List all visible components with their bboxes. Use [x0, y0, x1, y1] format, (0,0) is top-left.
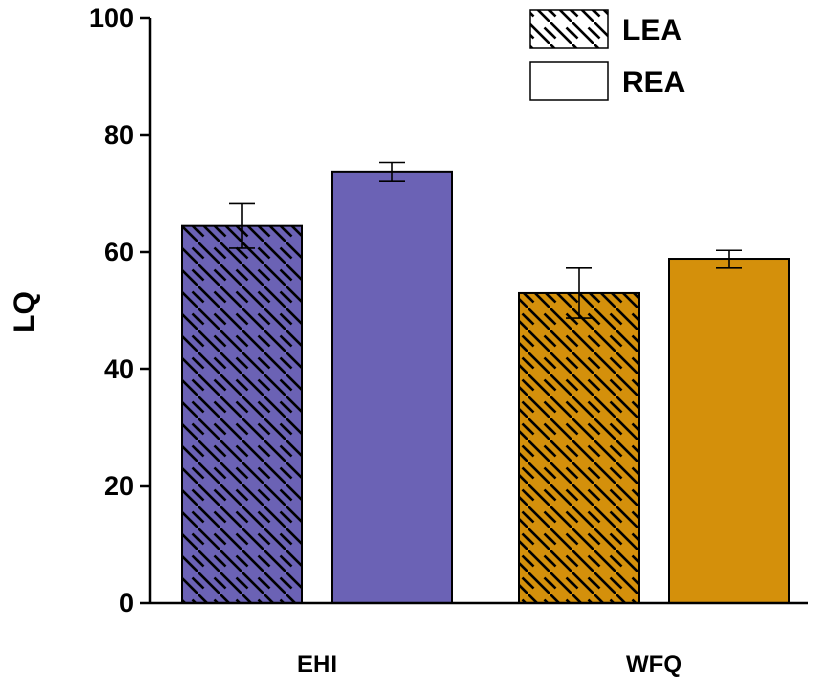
category-label-wfq: WFQ — [626, 651, 682, 678]
bars-layer — [181, 161, 790, 605]
y-axis-title: LQ — [8, 291, 41, 333]
y-tick-label: 80 — [104, 120, 134, 150]
legend-swatch-lea — [529, 9, 609, 49]
y-tick-label: 100 — [89, 3, 134, 33]
y-tick-label: 0 — [119, 588, 134, 618]
bar-rea-ehi — [332, 171, 452, 604]
y-ticks: 0 20 40 60 80 100 — [89, 3, 150, 618]
axes-layer — [148, 18, 808, 605]
legend-label-lea: LEA — [622, 14, 682, 47]
bar-hatch-overlay — [519, 292, 639, 603]
y-tick-label: 20 — [104, 471, 134, 501]
y-tick-label: 60 — [104, 237, 134, 267]
legend-swatch-hatch — [530, 10, 608, 48]
legend-swatch-rea — [529, 61, 609, 101]
category-labels: EHI WFQ — [297, 651, 682, 678]
legend-swatch-fill — [530, 62, 608, 100]
category-label-ehi: EHI — [297, 651, 337, 678]
legend: LEA REA — [529, 9, 685, 101]
y-tick-label: 40 — [104, 354, 134, 384]
bar-rea-wfq — [669, 259, 789, 603]
bar-hatch-overlay — [182, 225, 302, 604]
legend-label-rea: REA — [622, 66, 685, 99]
